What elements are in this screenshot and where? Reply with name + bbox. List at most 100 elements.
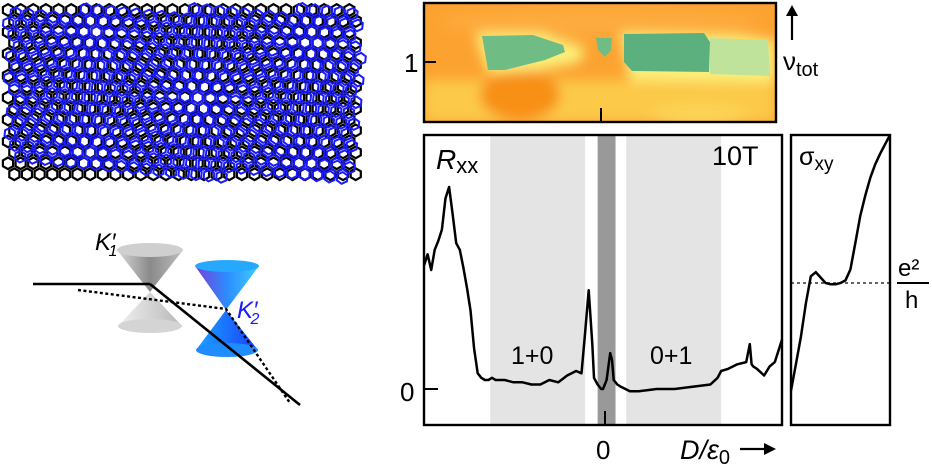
lattice-hexagon xyxy=(306,80,320,94)
cone-k1-lower xyxy=(118,292,182,326)
lattice-hexagon xyxy=(212,136,225,151)
lattice-hexagon xyxy=(84,145,97,160)
lattice-hexagon xyxy=(292,100,305,115)
lattice-hexagon xyxy=(155,64,169,79)
lattice-hexagon xyxy=(52,112,65,127)
lattice-hexagon xyxy=(128,2,141,18)
lattice-hexagon xyxy=(49,43,63,58)
cone-k1-base xyxy=(118,319,182,333)
lattice-hexagon xyxy=(176,110,190,125)
lattice-hexagon xyxy=(46,9,60,24)
lattice-hexagon xyxy=(215,37,229,52)
lattice-hexagon xyxy=(333,5,347,20)
lattice-hexagon xyxy=(75,45,88,60)
lattice-hexagon xyxy=(12,39,25,54)
lattice-hexagon xyxy=(89,25,103,40)
lattice-hexagon xyxy=(178,89,192,104)
lattice-hexagon xyxy=(132,40,146,55)
lattice-hexagon xyxy=(151,108,165,123)
lattice-hexagon xyxy=(67,56,81,70)
lattice-hexagon xyxy=(231,72,245,87)
lattice-hexagon xyxy=(46,167,59,182)
lattice-hexagon xyxy=(83,167,97,182)
lattice-hexagon xyxy=(37,41,51,56)
lattice-hexagon xyxy=(206,125,220,139)
lattice-hexagon xyxy=(45,86,59,101)
lattice-hexagon xyxy=(134,150,148,165)
lattice-hexagon xyxy=(229,94,242,109)
lattice-hexagon xyxy=(10,116,24,131)
lattice-hexagon xyxy=(244,128,258,143)
lattice-hexagon xyxy=(343,160,356,175)
lattice-hexagon xyxy=(304,101,318,116)
lattice-hexagon xyxy=(140,30,153,45)
lattice-hexagon xyxy=(203,36,216,51)
lattice-hexagon xyxy=(17,50,31,65)
rxx-panel-label: Rxx xyxy=(436,144,478,178)
lattice-hexagon xyxy=(48,120,62,135)
lattice-hexagon xyxy=(287,144,301,159)
lattice-hexagon xyxy=(71,79,84,94)
lattice-hexagon xyxy=(254,90,267,105)
lattice-hexagon xyxy=(20,167,34,182)
lattice-hexagon xyxy=(263,64,277,79)
lattice-hexagon xyxy=(9,6,22,21)
lattice-hexagon xyxy=(274,87,287,102)
lattice-hexagon xyxy=(351,73,365,88)
lattice-hexagon xyxy=(254,112,267,127)
lattice-hexagon xyxy=(81,112,94,127)
lattice-hexagon xyxy=(288,12,301,27)
lattice-hexagon xyxy=(90,46,103,61)
band-light-0 xyxy=(490,135,586,425)
lattice-hexagon xyxy=(158,43,171,58)
lattice-hexagon xyxy=(8,167,21,182)
rxx-series-line xyxy=(422,185,784,393)
lattice-hexagon xyxy=(232,127,245,142)
lattice-hexagon xyxy=(98,70,111,85)
lattice-hexagon xyxy=(261,123,274,138)
lattice-hexagon xyxy=(78,79,91,94)
lattice-hexagon xyxy=(285,165,299,180)
lattice-hexagon xyxy=(262,141,276,156)
lattice-hexagon xyxy=(71,144,85,159)
lattice-hexagon xyxy=(282,132,296,147)
lattice-hexagon xyxy=(301,68,315,83)
lattice-hexagon xyxy=(20,79,34,94)
lattice-hexagon xyxy=(200,58,214,73)
lattice-hexagon xyxy=(166,87,179,102)
lattice-hexagon xyxy=(108,93,122,108)
lattice-hexagon xyxy=(134,13,147,29)
lattice-hexagon xyxy=(177,166,191,181)
lattice-hexagon xyxy=(92,3,105,18)
lattice-hexagon xyxy=(109,16,123,31)
lattice-hexagon xyxy=(33,140,47,155)
lattice-hexagon xyxy=(147,20,161,34)
lattice-hexagon xyxy=(27,18,40,33)
lattice-hexagon xyxy=(159,13,173,29)
lattice-hexagon xyxy=(336,57,350,72)
region-nu1-right xyxy=(624,33,710,72)
lattice-hexagon xyxy=(1,156,15,171)
lattice-hexagon xyxy=(33,101,46,116)
lattice-hexagon xyxy=(218,71,232,86)
lattice-hexagon xyxy=(53,131,67,146)
lattice-hexagon xyxy=(253,41,267,56)
lattice-hexagon xyxy=(76,155,90,170)
lattice-hexagon xyxy=(354,51,367,66)
rxx-ytick-label: 0 xyxy=(400,377,414,407)
lattice-hexagon xyxy=(242,150,256,165)
lattice-hexagon xyxy=(273,123,286,138)
lattice-hexagon xyxy=(317,103,330,118)
lattice-hexagon xyxy=(292,24,305,39)
lattice-hexagon xyxy=(193,68,207,83)
lattice-hexagon xyxy=(266,42,279,57)
lattice-hexagon xyxy=(23,117,37,132)
lattice-hexagon xyxy=(325,147,339,162)
lattice-hexagon xyxy=(349,145,362,160)
lattice-hexagon xyxy=(172,154,185,169)
lattice-hexagon xyxy=(150,53,164,68)
lattice-hexagon xyxy=(154,141,168,156)
lattice-hexagon xyxy=(97,14,111,29)
rxx-xtick-label: 0 xyxy=(596,435,610,465)
lattice-hexagon xyxy=(170,44,184,59)
